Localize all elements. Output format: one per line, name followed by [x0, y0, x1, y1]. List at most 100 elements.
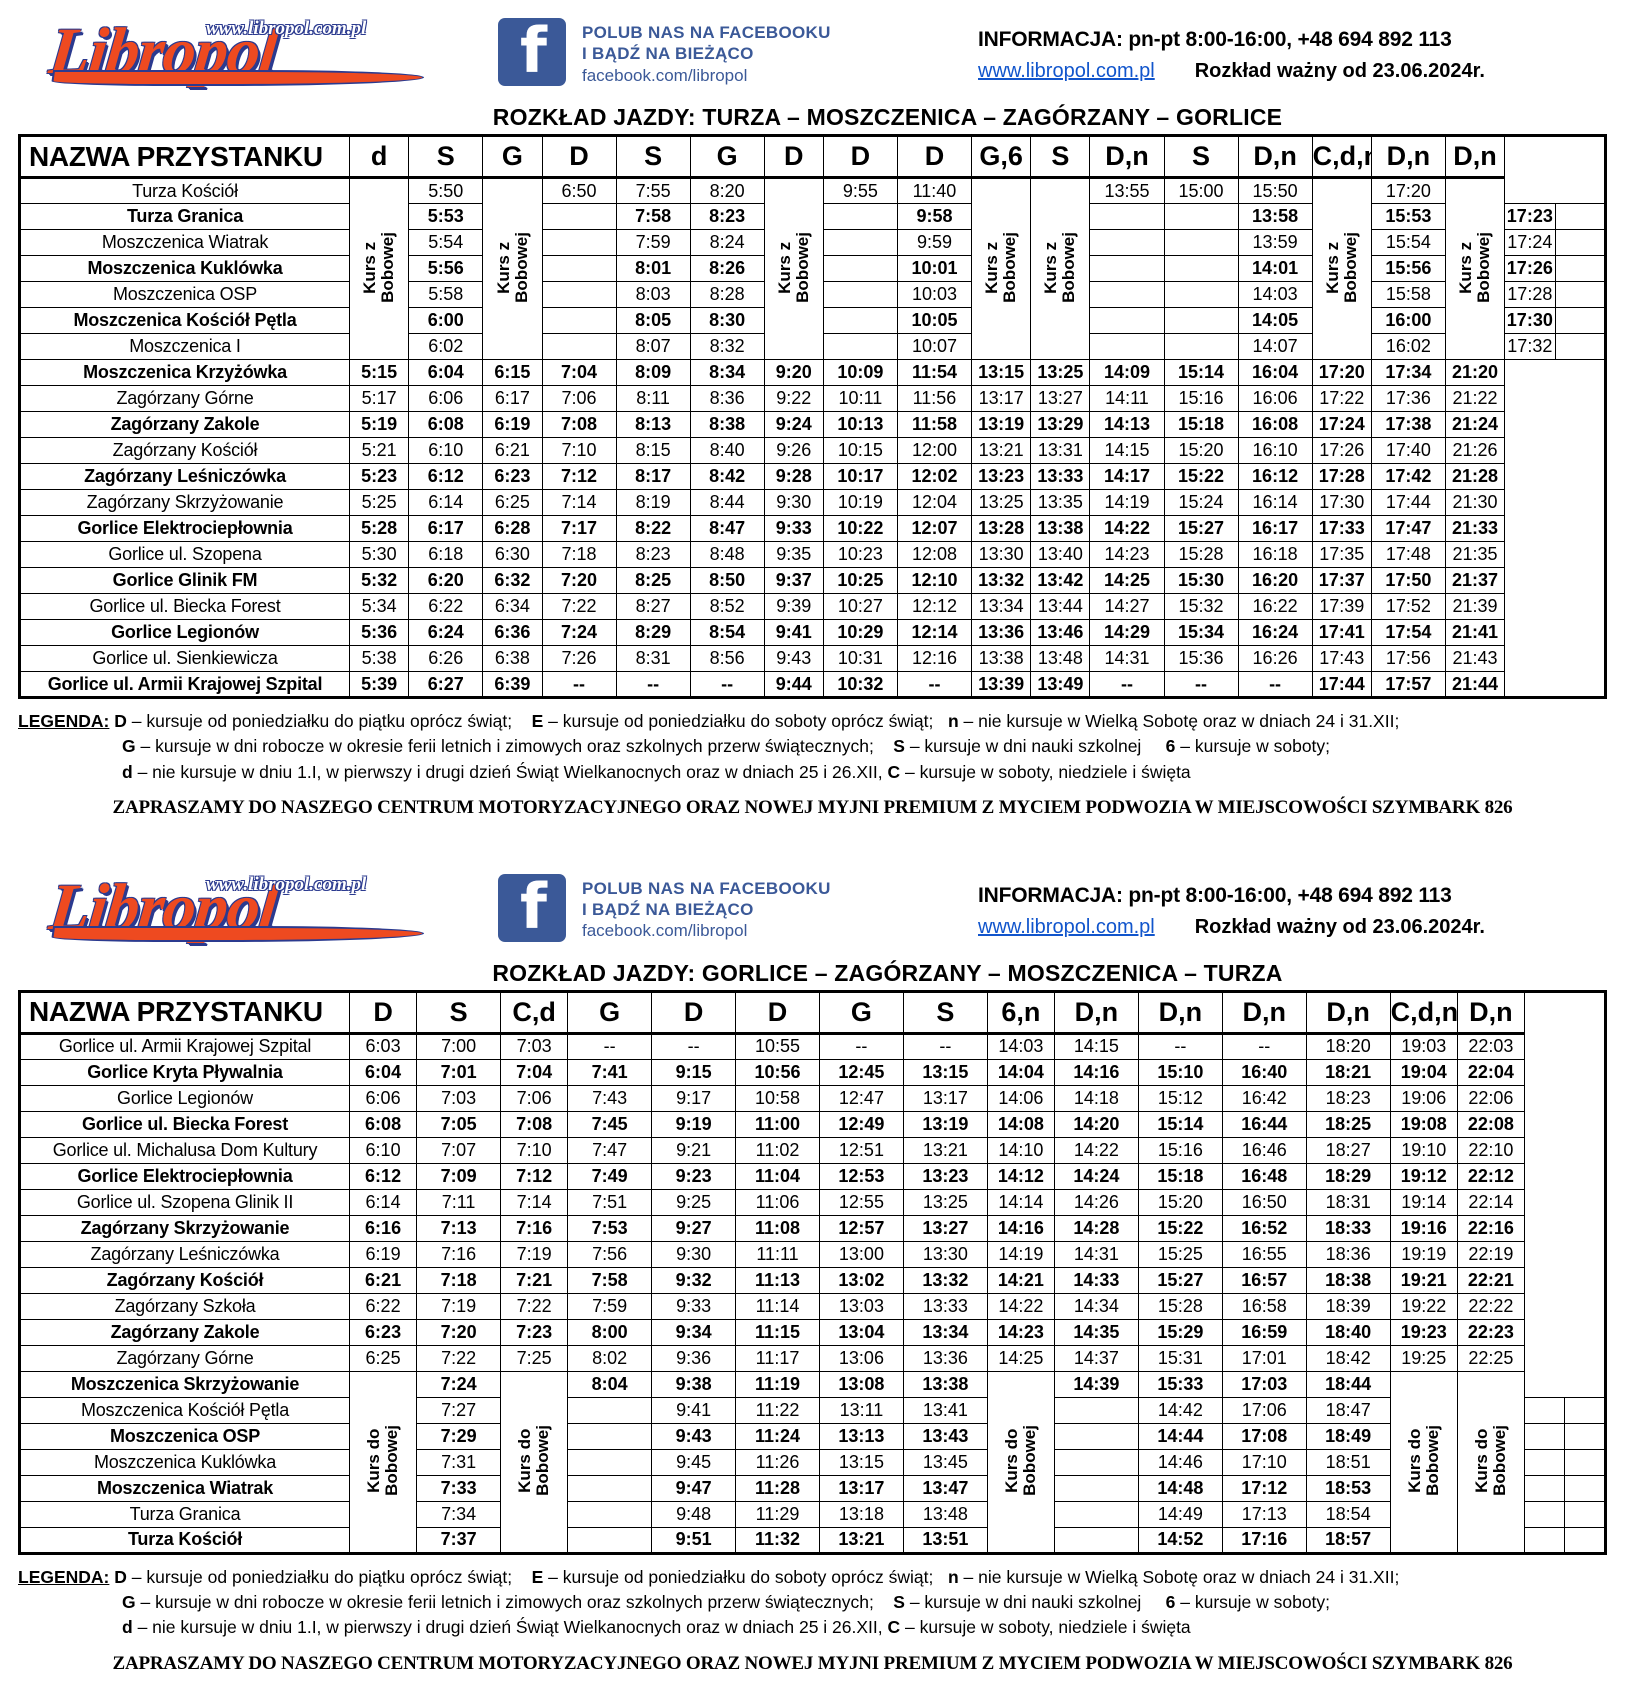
table-row: Zagórzany Kościół 6:21 7:18 7:21 7:58 9:32 11:…	[19, 1266, 1606, 1294]
departure-time-cell: 14:25	[1089, 567, 1165, 594]
departure-time-cell: 13:11	[818, 1396, 904, 1424]
section-spacer	[18, 822, 1607, 856]
stop-name-cell: Zagórzany Górne	[19, 1344, 350, 1372]
departure-time-cell: 11:26	[735, 1448, 820, 1476]
company-website-link[interactable]: www.libropol.com.pl	[978, 60, 1155, 82]
departure-time-cell: 15:56	[1370, 255, 1446, 282]
service-code-header-8: S	[902, 990, 988, 1035]
departure-time-cell: 14:11	[1089, 385, 1165, 412]
departure-time-cell: 16:22	[1237, 593, 1313, 620]
departure-time-cell: 7:03	[416, 1084, 502, 1112]
departure-time-cell: 11:14	[735, 1292, 820, 1320]
legend-block-1: LEGENDA: D – kursuje od poniedziałku do …	[18, 709, 1607, 822]
departure-time-cell: 13:48	[902, 1500, 988, 1528]
departure-time-cell: 7:24	[541, 619, 617, 646]
departure-time-cell: 10:55	[735, 1032, 820, 1060]
service-code-header-5: S	[615, 135, 691, 179]
departure-time-cell: 9:48	[651, 1500, 737, 1528]
departure-time-cell: 8:50	[689, 567, 765, 594]
legend-code-D-2: D	[114, 1566, 127, 1587]
stop-name-cell: Gorlice Legionów	[19, 619, 350, 646]
departure-time-cell: 17:42	[1370, 463, 1446, 490]
departure-time-cell: 15:14	[1137, 1110, 1223, 1138]
departure-time-cell: 9:36	[651, 1344, 737, 1372]
facebook-f-icon[interactable]	[498, 14, 566, 87]
direction-note-text: Kurs z Bobowej	[774, 232, 812, 303]
service-note-cell: 6:21	[348, 1266, 418, 1294]
service-note-cell	[1053, 1396, 1139, 1424]
departure-time-cell: 14:16	[1053, 1058, 1139, 1086]
departure-time-cell: 11:28	[735, 1474, 820, 1502]
departure-time-cell: 14:20	[1053, 1110, 1139, 1138]
departure-time-cell: 11:32	[735, 1526, 820, 1554]
service-note-cell: 6:08	[348, 1110, 418, 1138]
table-row: Gorlice ul. Sienkiewicza 5:38 6:26 6:38 7:26…	[19, 645, 1606, 672]
service-note-cell: 13:19	[970, 411, 1032, 438]
departure-time-cell: 8:22	[615, 515, 691, 542]
departure-time-cell: 16:59	[1221, 1318, 1307, 1346]
departure-time-cell: 7:29	[416, 1422, 502, 1450]
service-note-cell: 6:23	[482, 463, 543, 490]
logo-website-text-2: www.libropol.com.pl	[206, 873, 367, 895]
legend-text-n-2: – nie kursuje w Wielką Sobotę oraz w dni…	[958, 1566, 1400, 1587]
service-note-cell: 6:14	[348, 1188, 418, 1216]
legend-text-D-1: – kursuje od poniedziałku do piątku opró…	[126, 711, 513, 731]
service-note-cell: 7:19	[500, 1240, 569, 1268]
service-note-cell: 13:46	[1030, 619, 1091, 646]
departure-time-cell: 13:51	[902, 1526, 988, 1554]
service-note-cell: 14:04	[986, 1058, 1055, 1086]
service-note-cell: 6:10	[348, 1136, 418, 1164]
departure-time-cell: 8:13	[615, 411, 691, 438]
departure-time-cell: 13:36	[902, 1344, 988, 1372]
stop-name-cell: Moszczenica Krzyżówka	[19, 359, 350, 386]
departure-time-cell: 14:37	[1053, 1344, 1139, 1372]
table-row: Gorlice Kryta Pływalnia 6:04 7:01 7:04 7:41 9…	[19, 1058, 1606, 1086]
service-note-cell	[541, 229, 617, 256]
service-note-cell: 19:14	[1389, 1188, 1458, 1216]
facebook-page-url-2[interactable]: facebook.com/libropol	[582, 921, 748, 941]
direction-note-text: Kurs z Bobowej	[493, 232, 531, 303]
facebook-page-url[interactable]: facebook.com/libropol	[582, 65, 748, 85]
departure-time-cell: 8:47	[689, 515, 765, 542]
company-website-link-2[interactable]: www.libropol.com.pl	[978, 915, 1155, 938]
stop-name-cell: Gorlice ul. Biecka Forest	[19, 1110, 350, 1138]
departure-time-cell: 16:04	[1237, 359, 1313, 386]
departure-time-cell: 12:02	[896, 463, 972, 490]
departure-time-cell: 8:38	[689, 411, 765, 438]
service-note-cell: 13:49	[1030, 671, 1091, 698]
departure-time-cell: 7:51	[567, 1188, 653, 1216]
service-note-cell	[541, 307, 617, 334]
departure-time-cell: 7:58	[615, 203, 691, 230]
departure-time-cell: 8:26	[689, 255, 765, 282]
departure-time-cell: 11:17	[735, 1344, 820, 1372]
direction-note-cell: Kurs z Bobowej	[763, 177, 824, 360]
departure-time-cell: 10:23	[822, 541, 898, 568]
contact-phone-line-2: INFORMACJA: pn-pt 8:00-16:00, +48 694 89…	[978, 883, 1452, 907]
departure-time-cell: 13:23	[902, 1162, 988, 1190]
service-code-header-9: 6,n	[986, 990, 1055, 1035]
service-note-cell: 5:15	[348, 359, 410, 386]
facebook-banner[interactable]: POLUB NAS NA FACEBOOKU I BĄDŹ NA BIEŻĄCO…	[498, 8, 958, 87]
facebook-f-icon-2[interactable]	[498, 870, 566, 943]
facebook-banner-2[interactable]: POLUB NAS NA FACEBOOKU I BĄDŹ NA BIEŻĄCO…	[498, 864, 958, 943]
contact-info-block: INFORMACJA: pn-pt 8:00-16:00, +48 694 89…	[958, 8, 1607, 83]
service-note-cell: 5:38	[348, 645, 410, 672]
departure-time-cell: 18:40	[1305, 1318, 1391, 1346]
departure-time-cell: --	[1221, 1032, 1307, 1060]
service-note-cell	[1564, 1526, 1606, 1554]
service-note-cell: 7:12	[500, 1162, 569, 1190]
service-note-cell: 9:20	[763, 359, 824, 386]
service-code-header-7: G	[818, 990, 904, 1035]
service-note-cell: 13:21	[970, 437, 1032, 464]
service-note-cell: 6:39	[482, 671, 543, 698]
legend-code-E-1: E	[531, 711, 544, 731]
departure-time-cell: 7:55	[615, 177, 691, 204]
departure-time-cell: 10:29	[822, 619, 898, 646]
table-row: Moszczenica Wiatrak 5:54 7:59 8:24 9:59 13:59…	[19, 229, 1607, 256]
service-note-cell: 14:03	[986, 1032, 1055, 1060]
service-note-cell	[822, 307, 898, 334]
service-note-cell: 21:26	[1444, 437, 1506, 464]
service-code-header-6: D	[735, 990, 820, 1035]
legend-text-d-2: – nie kursuje w dniu 1.I, w pierwszy i d…	[132, 1617, 883, 1638]
